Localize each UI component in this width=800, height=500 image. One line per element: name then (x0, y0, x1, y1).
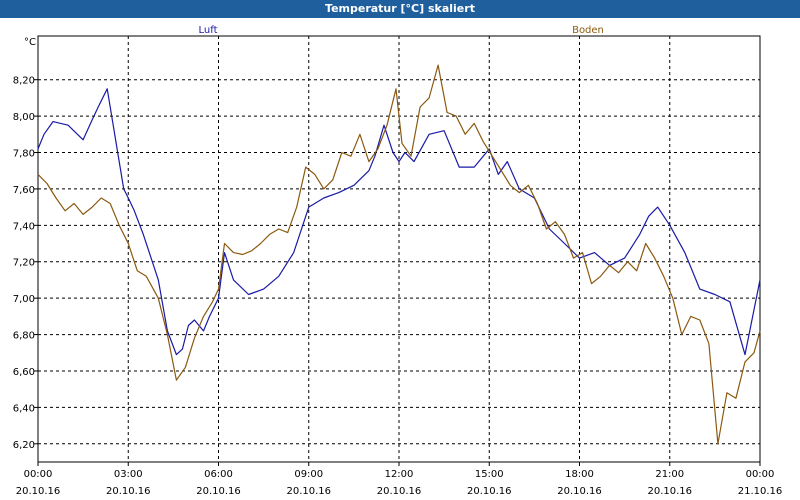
y-tick-label: 6,40 (13, 403, 35, 414)
x-tick-date-label: 20.10.16 (196, 486, 241, 497)
y-tick-label: 6,60 (13, 367, 35, 378)
x-tick-time-label: 09:00 (294, 469, 323, 480)
x-tick-date-label: 20.10.16 (106, 486, 151, 497)
y-tick-label: 7,00 (13, 294, 35, 305)
x-tick-time-label: 12:00 (385, 469, 414, 480)
x-tick-time-label: 18:00 (565, 469, 594, 480)
y-axis-label: °C (24, 37, 36, 48)
x-tick-date-label: 20.10.16 (557, 486, 602, 497)
x-tick-time-label: 15:00 (475, 469, 504, 480)
x-tick-date-label: 20.10.16 (467, 486, 512, 497)
legend-luft: Luft (199, 25, 218, 36)
y-tick-label: 7,40 (13, 221, 35, 232)
x-tick-time-label: 03:00 (114, 469, 143, 480)
x-tick-date-label: 21.10.16 (738, 486, 783, 497)
x-tick-time-label: 21:00 (655, 469, 684, 480)
y-tick-label: 7,20 (13, 258, 35, 269)
x-tick-time-label: 00:00 (746, 469, 775, 480)
legend-boden: Boden (572, 25, 604, 36)
x-tick-date-label: 20.10.16 (286, 486, 331, 497)
y-tick-label: 8,00 (13, 112, 35, 123)
y-tick-label: 7,60 (13, 185, 35, 196)
y-tick-label: 8,20 (13, 76, 35, 87)
y-tick-label: 6,80 (13, 331, 35, 342)
series-line-luft (37, 88, 761, 356)
y-tick-label: 6,20 (13, 440, 35, 451)
x-tick-time-label: 06:00 (204, 469, 233, 480)
x-tick-time-label: 00:00 (24, 469, 53, 480)
x-tick-date-label: 20.10.16 (647, 486, 692, 497)
y-tick-label: 7,80 (13, 149, 35, 160)
temperature-chart: 6,20 6,40 6,60 6,80 7,00 7,20 7,40 7,60 7,80 8,00… (13, 25, 783, 497)
series-line-boden (37, 64, 761, 445)
x-tick-date-label: 20.10.16 (16, 486, 61, 497)
window-title: Temperatur [°C] skaliert (0, 0, 800, 18)
x-tick-date-label: 20.10.16 (377, 486, 422, 497)
